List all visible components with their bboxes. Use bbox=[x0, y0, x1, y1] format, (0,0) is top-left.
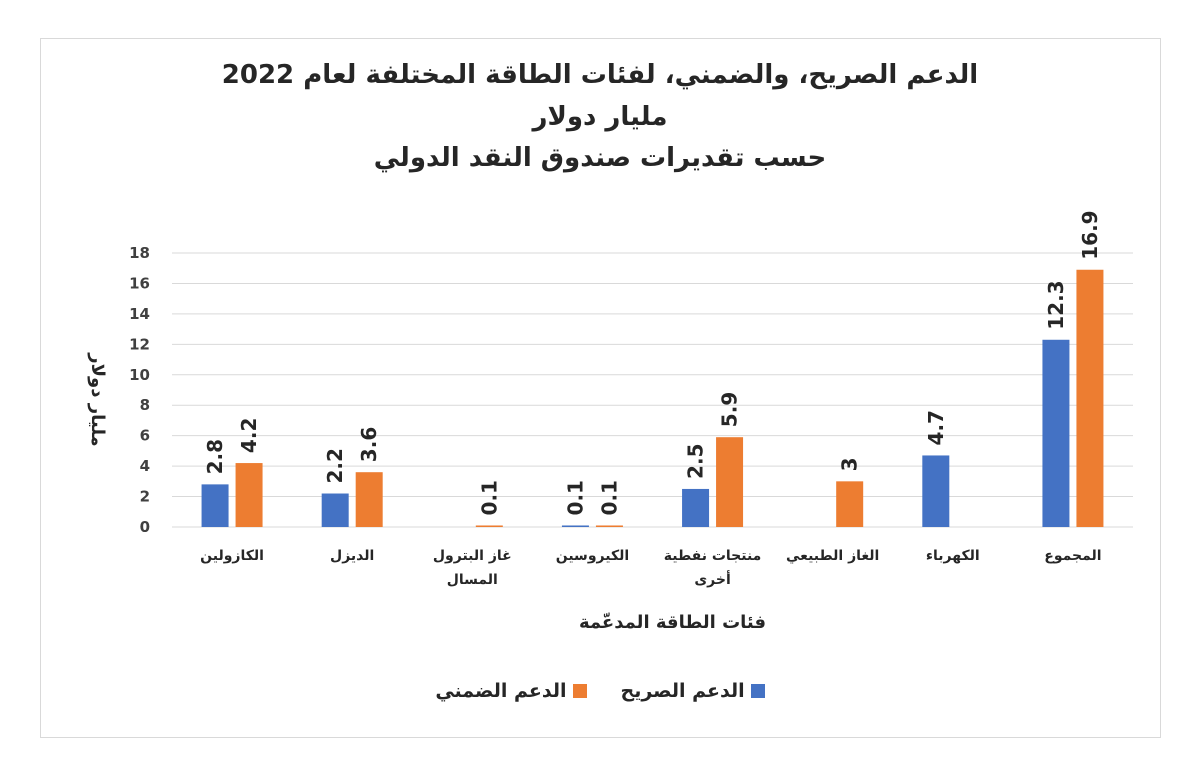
y-tick-label: 2 bbox=[140, 488, 150, 506]
y-tick-label: 16 bbox=[129, 274, 150, 292]
bar bbox=[836, 481, 864, 527]
legend-swatch bbox=[750, 684, 765, 698]
legend-swatch bbox=[572, 684, 587, 698]
chart-subtitle-unit: مليار دولار bbox=[532, 102, 668, 132]
data-label: 0.1 bbox=[477, 480, 501, 515]
y-axis-title: مليار دولار bbox=[87, 352, 108, 446]
data-label: 5.9 bbox=[718, 392, 742, 427]
y-tick-label: 6 bbox=[140, 427, 150, 445]
x-category-label: الغاز الطبيعي bbox=[786, 548, 879, 564]
data-label: 2.2 bbox=[323, 448, 347, 483]
legend-item: الدعم الصريح bbox=[621, 680, 765, 702]
x-category-label: منتجات نفطية bbox=[664, 548, 762, 564]
data-label: 3 bbox=[838, 457, 862, 471]
legend-item: الدعم الضمني bbox=[435, 680, 587, 702]
x-category-label: غاز البترول bbox=[433, 548, 512, 564]
chart-title: الدعم الصريح، والضمني، لفئات الطاقة المخ… bbox=[221, 60, 979, 90]
legend: الدعم الصريح الدعم الضمني bbox=[0, 680, 1200, 702]
legend-label: الدعم الضمني bbox=[435, 680, 567, 702]
data-label: 0.1 bbox=[563, 480, 587, 515]
x-category-label: الكيروسين bbox=[556, 548, 629, 564]
data-label: 2.5 bbox=[684, 444, 708, 479]
data-label: 4.7 bbox=[924, 410, 948, 445]
x-category-label: الديزل bbox=[330, 548, 374, 564]
data-label: 0.1 bbox=[597, 480, 621, 515]
y-tick-label: 0 bbox=[140, 518, 150, 536]
y-tick-label: 8 bbox=[140, 396, 150, 414]
x-category-label: أخرى bbox=[694, 570, 730, 588]
bar bbox=[682, 488, 710, 527]
data-label: 4.2 bbox=[237, 418, 261, 453]
y-tick-label: 18 bbox=[129, 244, 150, 262]
x-axis-title: فئات الطاقة المدعّمة bbox=[579, 612, 766, 633]
y-tick-label: 10 bbox=[129, 366, 150, 384]
bar bbox=[595, 525, 623, 527]
legend-label: الدعم الصريح bbox=[620, 680, 745, 702]
x-category-label: المجموع bbox=[1044, 548, 1101, 564]
bar bbox=[561, 525, 589, 527]
x-category-label: الكهرباء bbox=[926, 548, 980, 564]
bar bbox=[235, 463, 263, 527]
bar bbox=[355, 472, 383, 527]
y-tick-label: 4 bbox=[140, 457, 150, 475]
chart-subtitle-source: حسب تقديرات صندوق النقد الدولي bbox=[373, 143, 827, 173]
data-label: 12.3 bbox=[1044, 280, 1068, 329]
bar bbox=[1076, 269, 1104, 527]
bar bbox=[716, 437, 744, 527]
bar bbox=[922, 455, 950, 527]
bar bbox=[475, 525, 503, 527]
bar bbox=[1042, 339, 1070, 527]
bar bbox=[321, 493, 349, 527]
data-label: 2.8 bbox=[203, 439, 227, 474]
data-label: 3.6 bbox=[357, 427, 381, 462]
x-category-label: المسال bbox=[447, 572, 498, 588]
x-category-label: الكازولين bbox=[200, 548, 264, 564]
chart-frame bbox=[40, 38, 1161, 738]
y-tick-label: 14 bbox=[129, 305, 150, 323]
y-tick-label: 12 bbox=[129, 335, 150, 353]
data-label: 16.9 bbox=[1078, 210, 1102, 259]
bar bbox=[201, 484, 229, 527]
